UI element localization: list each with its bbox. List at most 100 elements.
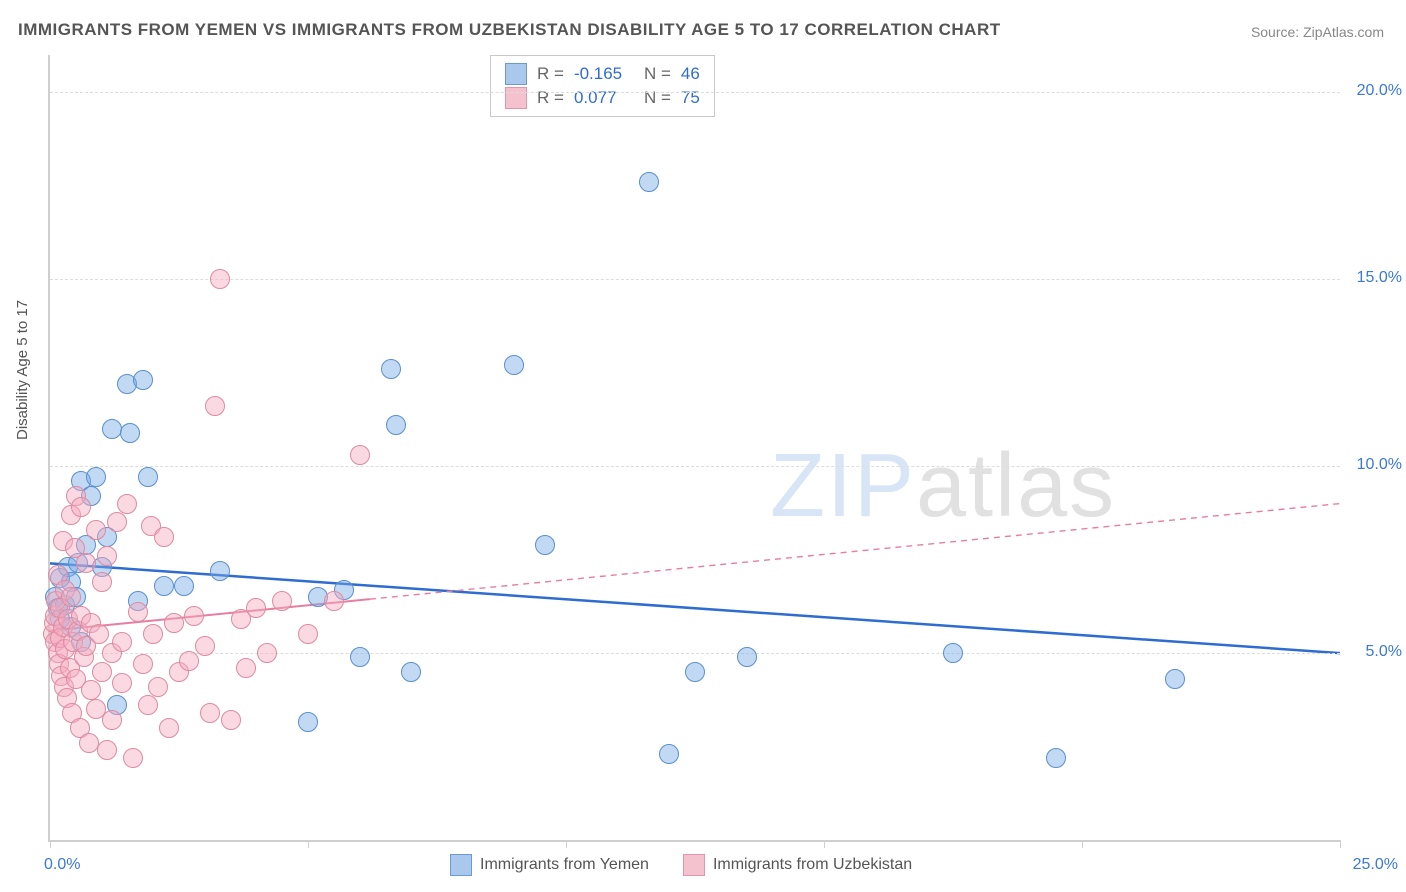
data-point <box>120 423 140 443</box>
x-tick <box>824 840 825 848</box>
data-point <box>298 624 318 644</box>
grid-line <box>50 653 1340 654</box>
data-point <box>138 467 158 487</box>
legend-item: Immigrants from Yemen <box>450 854 649 876</box>
r-value: -0.165 <box>574 62 634 86</box>
data-point <box>386 415 406 435</box>
data-point <box>61 587 81 607</box>
x-label-right: 25.0% <box>1353 856 1398 874</box>
data-point <box>195 636 215 656</box>
data-point <box>1046 748 1066 768</box>
legend-swatch <box>505 87 527 109</box>
y-tick-label: 15.0% <box>1357 269 1402 287</box>
data-point <box>138 695 158 715</box>
data-point <box>154 527 174 547</box>
data-point <box>179 651 199 671</box>
data-point <box>535 535 555 555</box>
y-tick-label: 10.0% <box>1357 456 1402 474</box>
data-point <box>97 740 117 760</box>
source-attribution: Source: ZipAtlas.com <box>1251 24 1384 40</box>
legend-swatch <box>683 854 705 876</box>
data-point <box>117 494 137 514</box>
data-point <box>350 445 370 465</box>
y-axis-title: Disability Age 5 to 17 <box>14 300 31 440</box>
data-point <box>659 744 679 764</box>
grid-line <box>50 279 1340 280</box>
legend-swatch <box>505 63 527 85</box>
data-point <box>86 467 106 487</box>
watermark-atlas: atlas <box>916 436 1116 536</box>
data-point <box>257 643 277 663</box>
legend-row: R = -0.165 N = 46 <box>505 62 700 86</box>
data-point <box>148 677 168 697</box>
data-point <box>89 624 109 644</box>
data-point <box>210 269 230 289</box>
data-point <box>92 572 112 592</box>
data-point <box>107 512 127 532</box>
data-point <box>381 359 401 379</box>
data-point <box>210 561 230 581</box>
legend-row: R =0.077N =75 <box>505 86 700 110</box>
data-point <box>504 355 524 375</box>
data-point <box>246 598 266 618</box>
data-point <box>1165 669 1185 689</box>
grid-line <box>50 466 1340 467</box>
data-point <box>401 662 421 682</box>
data-point <box>205 396 225 416</box>
data-point <box>943 643 963 663</box>
n-value: 46 <box>681 62 700 86</box>
trend-lines <box>50 55 1340 840</box>
r-label: R = <box>537 86 564 110</box>
data-point <box>97 546 117 566</box>
plot-area: ZIPatlas R =-0.165N =46R =0.077N =75 Imm… <box>48 55 1340 842</box>
series-legend: Immigrants from Yemen Immigrants from Uzb… <box>450 854 912 876</box>
data-point <box>298 712 318 732</box>
data-point <box>133 654 153 674</box>
chart-container: IMMIGRANTS FROM YEMEN VS IMMIGRANTS FROM… <box>0 0 1406 892</box>
data-point <box>350 647 370 667</box>
data-point <box>737 647 757 667</box>
chart-title: IMMIGRANTS FROM YEMEN VS IMMIGRANTS FROM… <box>18 20 1001 40</box>
x-tick <box>1340 840 1341 848</box>
x-tick <box>308 840 309 848</box>
data-point <box>133 370 153 390</box>
n-label: N = <box>644 86 671 110</box>
data-point <box>159 718 179 738</box>
n-label: N = <box>644 62 671 86</box>
data-point <box>236 658 256 678</box>
trend-line-dashed <box>370 504 1340 600</box>
watermark-zip: ZIP <box>770 436 916 536</box>
data-point <box>184 606 204 626</box>
x-tick <box>566 840 567 848</box>
data-point <box>76 553 96 573</box>
y-tick-label: 5.0% <box>1366 643 1402 661</box>
y-tick-label: 20.0% <box>1357 82 1402 100</box>
watermark: ZIPatlas <box>770 435 1116 538</box>
grid-line <box>50 92 1340 93</box>
data-point <box>154 576 174 596</box>
legend-label: Immigrants from Uzbekistan <box>713 856 912 874</box>
n-value: 75 <box>681 86 700 110</box>
data-point <box>685 662 705 682</box>
data-point <box>86 520 106 540</box>
data-point <box>221 710 241 730</box>
x-tick <box>1082 840 1083 848</box>
legend-swatch <box>450 854 472 876</box>
data-point <box>639 172 659 192</box>
correlation-legend: R =-0.165N =46R =0.077N =75 <box>490 55 715 117</box>
data-point <box>92 662 112 682</box>
x-tick <box>50 840 51 848</box>
data-point <box>174 576 194 596</box>
trend-line-solid <box>50 563 1340 653</box>
data-point <box>272 591 292 611</box>
legend-item: Immigrants from Uzbekistan <box>683 854 912 876</box>
data-point <box>123 748 143 768</box>
data-point <box>102 419 122 439</box>
data-point <box>112 632 132 652</box>
data-point <box>112 673 132 693</box>
x-label-left: 0.0% <box>44 856 80 874</box>
r-label: R = <box>537 62 564 86</box>
data-point <box>71 497 91 517</box>
data-point <box>324 591 344 611</box>
data-point <box>79 733 99 753</box>
